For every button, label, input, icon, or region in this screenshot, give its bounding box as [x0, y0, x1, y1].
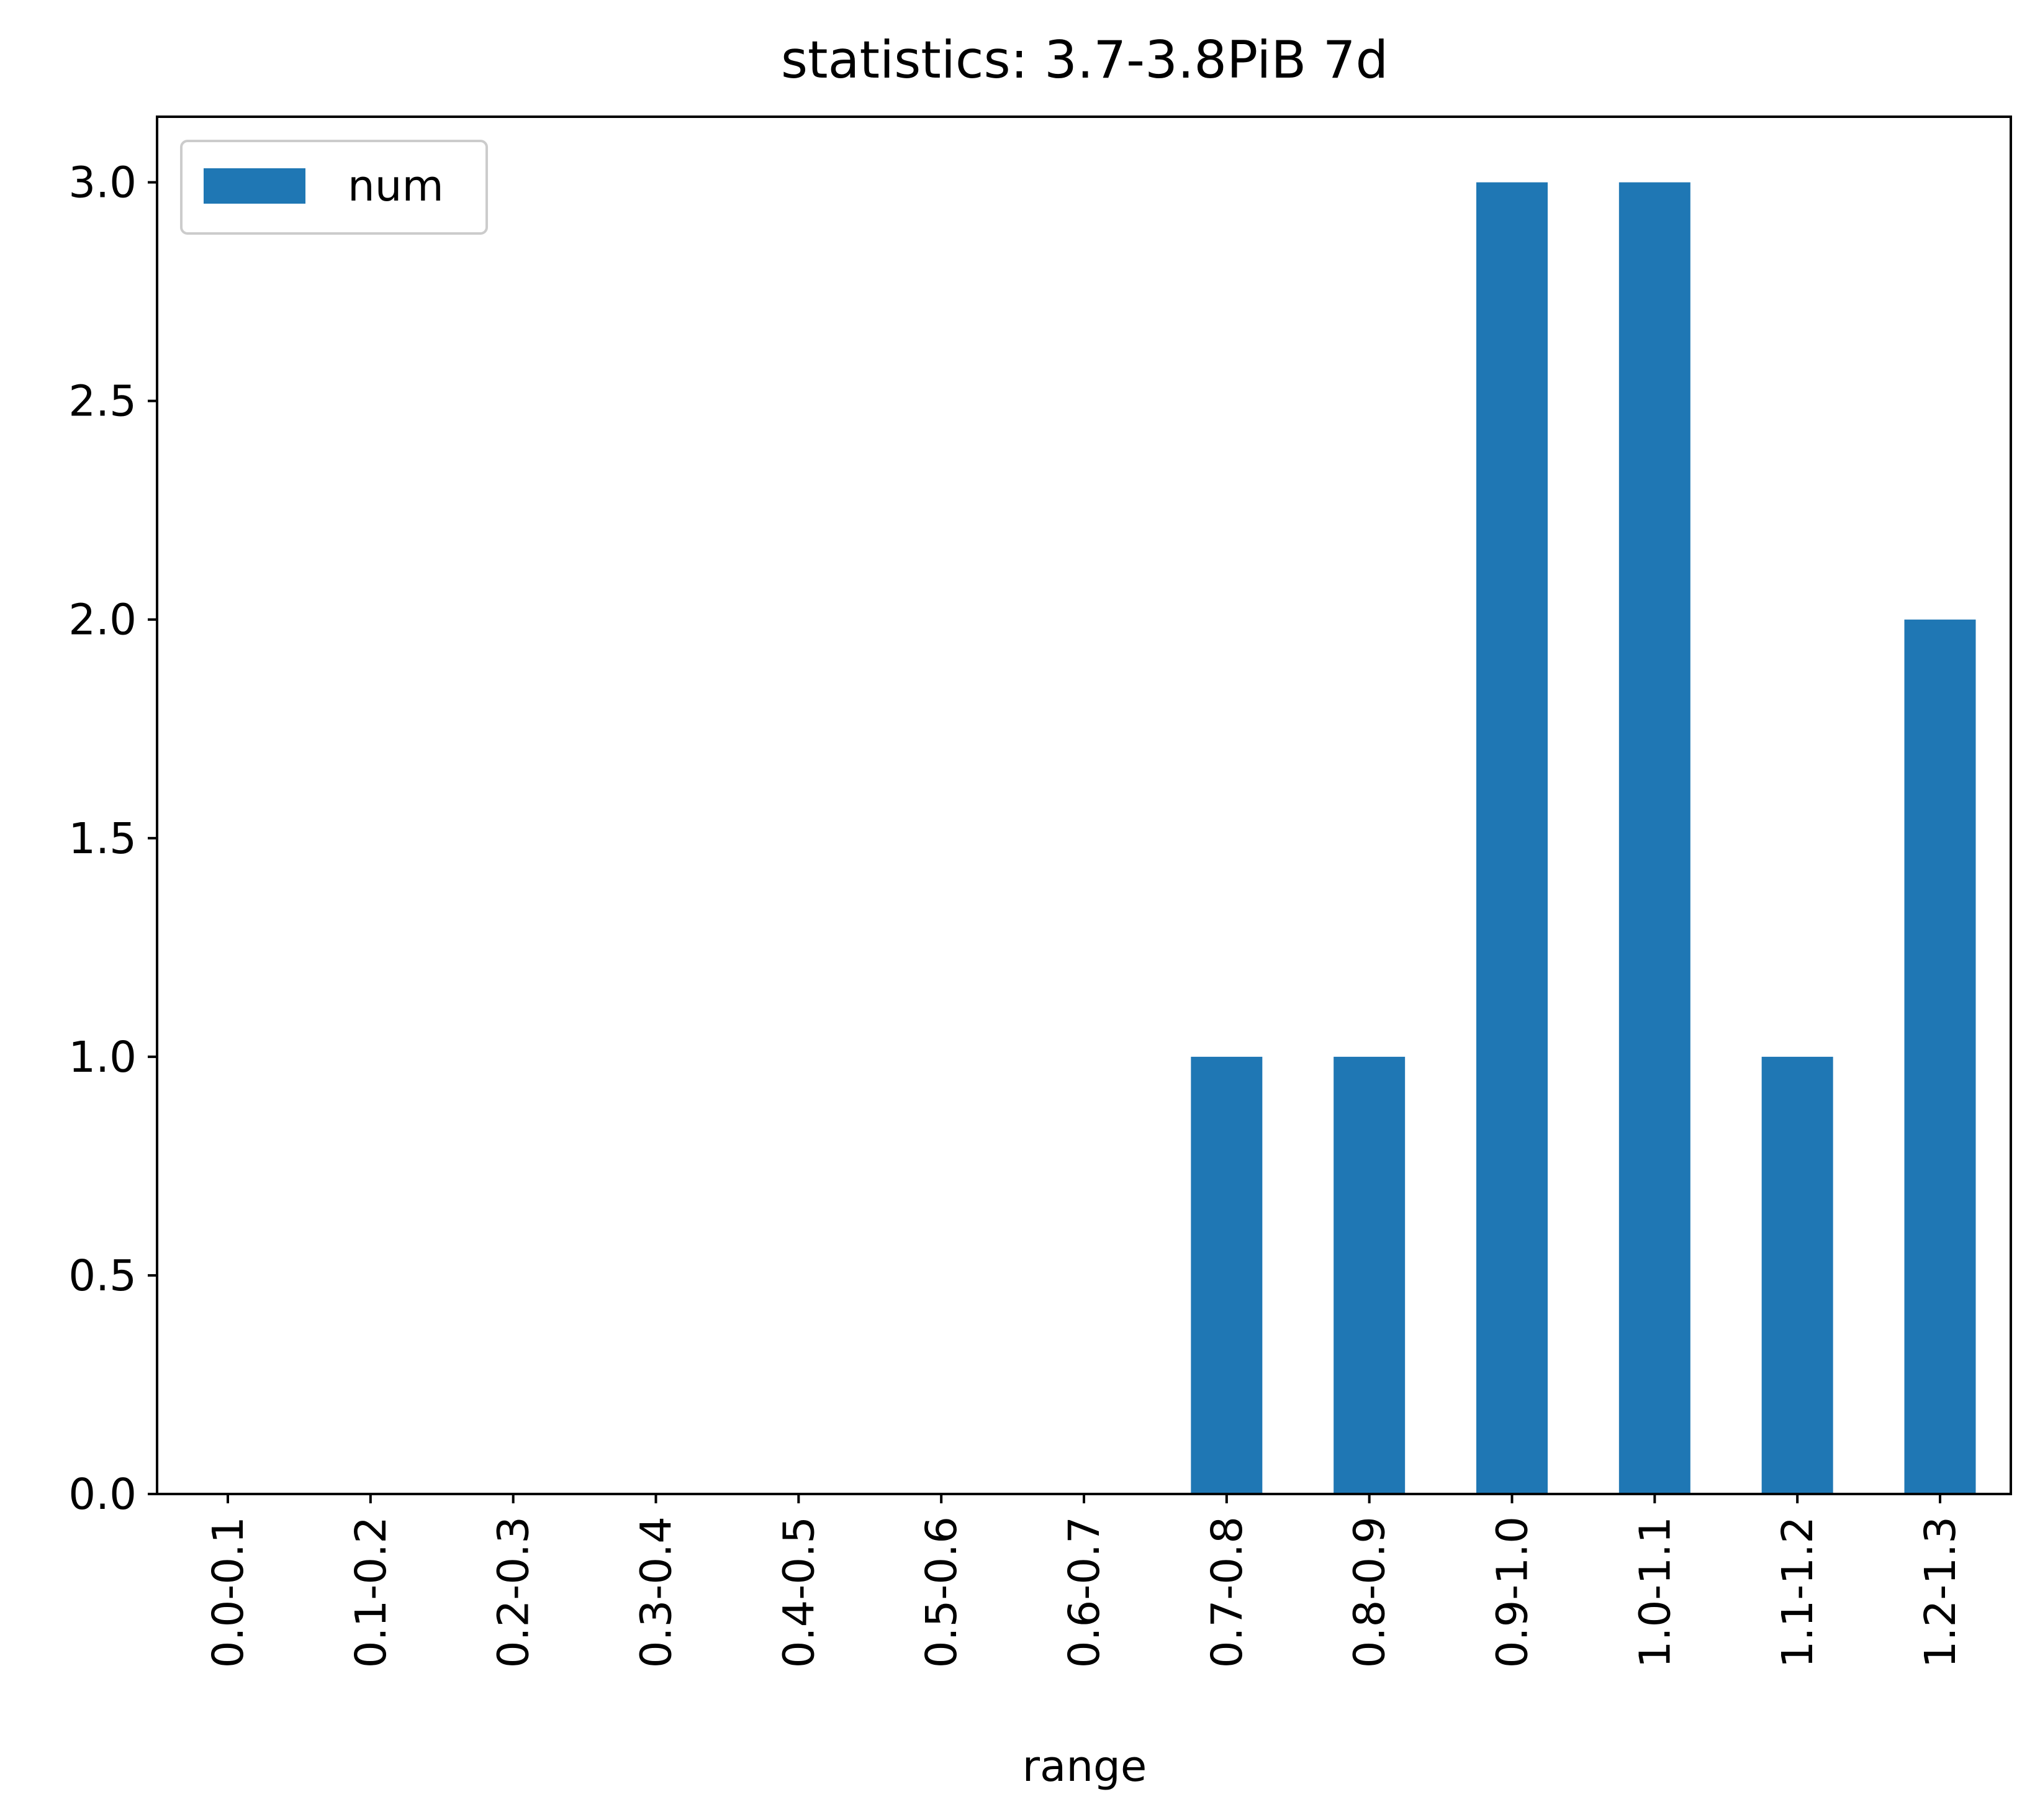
bars-layer: [1191, 182, 1976, 1494]
x-tick-label: 0.0-0.1: [204, 1516, 253, 1668]
bar-0.8-0.9: [1334, 1056, 1406, 1494]
x-tick-label: 0.2-0.3: [489, 1516, 539, 1668]
x-tick-label: 1.2-1.3: [1916, 1516, 1966, 1668]
x-tick-label: 0.4-0.5: [774, 1516, 824, 1668]
x-tick-label: 0.9-1.0: [1488, 1516, 1538, 1668]
x-tick-label: 0.7-0.8: [1203, 1516, 1252, 1668]
legend-label: num: [348, 161, 444, 211]
x-tick-label: 0.3-0.4: [632, 1516, 682, 1668]
plot-area-frame: [156, 115, 2012, 1495]
x-tick-label: 1.0-1.1: [1630, 1516, 1680, 1668]
bar-1.0-1.1: [1618, 182, 1690, 1494]
y-tick-label: 2.5: [68, 377, 137, 427]
y-tick-label: 0.0: [68, 1470, 137, 1519]
y-tick-label: 0.5: [68, 1251, 137, 1301]
chart-title: statistics: 3.7-3.8PiB 7d: [781, 30, 1388, 90]
y-tick-label: 3.0: [68, 158, 137, 208]
x-axis-label: range: [1022, 1742, 1147, 1791]
bar-0.7-0.8: [1191, 1056, 1263, 1494]
legend-swatch: [204, 168, 305, 204]
bar-0.9-1.0: [1476, 182, 1548, 1494]
y-tick-label: 1.5: [68, 814, 137, 864]
x-tick-label: 1.1-1.2: [1773, 1516, 1823, 1668]
legend-frame: [180, 140, 488, 235]
bar-1.1-1.2: [1761, 1056, 1833, 1494]
x-tick-label: 0.5-0.6: [917, 1516, 967, 1668]
y-axis: 0.0 0.5 1.0 1.5 2.0 2.5 3.0: [68, 158, 157, 1519]
x-tick-label: 0.6-0.7: [1060, 1516, 1109, 1668]
y-tick-label: 1.0: [68, 1033, 137, 1082]
y-tick-label: 2.0: [68, 595, 137, 645]
legend: num: [180, 140, 488, 235]
x-tick-label: 0.8-0.9: [1345, 1516, 1395, 1668]
x-tick-label: 0.1-0.2: [346, 1516, 396, 1668]
x-axis: 0.0-0.1 0.1-0.2 0.2-0.3 0.3-0.4 0.4-0.5 0.5-0…: [204, 1494, 1966, 1668]
bar-1.2-1.3: [1904, 619, 1976, 1494]
